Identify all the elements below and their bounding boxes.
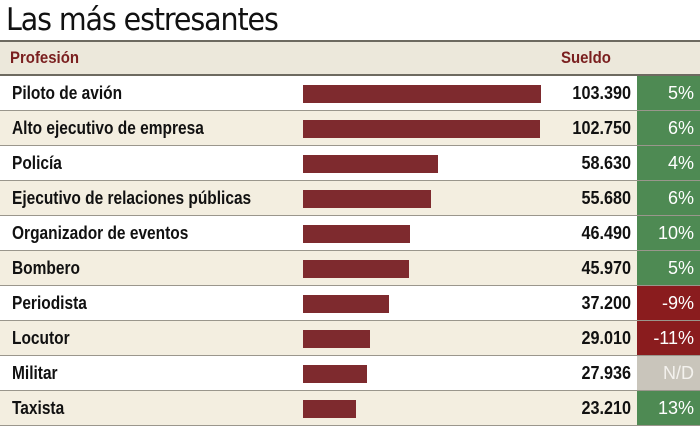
- table-row: Piloto de avión 103.390 5%: [0, 76, 700, 111]
- salary-value: 29.010: [581, 328, 631, 348]
- change-badge: N/D: [637, 356, 700, 390]
- profession-label: Bombero: [12, 258, 80, 278]
- salary-bar: [303, 190, 431, 208]
- change-badge: 13%: [637, 391, 700, 425]
- table-row: Ejecutivo de relaciones públicas 55.680 6%: [0, 181, 700, 216]
- profession-label: Piloto de avión: [12, 83, 123, 103]
- table-row: Policía 58.630 4%: [0, 146, 700, 181]
- salary-column-header: Sueldo: [561, 48, 611, 67]
- table-row: Taxista 23.210 13%: [0, 391, 700, 426]
- salary-bar: [303, 155, 438, 173]
- salary-value: 102.750: [572, 118, 631, 138]
- chart-title: Las más estresantes: [6, 2, 279, 38]
- table-row: Periodista 37.200 -9%: [0, 286, 700, 321]
- profession-label: Alto ejecutivo de empresa: [12, 118, 204, 138]
- salary-value: 45.970: [581, 258, 631, 278]
- salary-bar: [303, 365, 367, 383]
- change-badge: -9%: [637, 286, 700, 320]
- table-header: Profesión Sueldo: [0, 40, 700, 76]
- chart-rows: Piloto de avión 103.390 5% Alto ejecutivo d…: [0, 76, 700, 426]
- change-badge: 10%: [637, 216, 700, 250]
- table-row: Alto ejecutivo de empresa 102.750 6%: [0, 111, 700, 146]
- profession-label: Policía: [12, 153, 62, 173]
- salary-value: 103.390: [572, 83, 631, 103]
- salary-value: 46.490: [581, 223, 631, 243]
- salary-value: 55.680: [581, 188, 631, 208]
- salary-value: 27.936: [581, 363, 631, 383]
- profession-label: Organizador de eventos: [12, 223, 189, 243]
- profession-label: Periodista: [12, 293, 87, 313]
- salary-bar: [303, 225, 410, 243]
- salary-bar: [303, 400, 356, 418]
- change-badge: 5%: [637, 76, 700, 110]
- profession-label: Militar: [12, 363, 58, 383]
- change-badge: 6%: [637, 111, 700, 145]
- profession-column-header: Profesión: [10, 48, 79, 67]
- salary-bar: [303, 260, 409, 278]
- change-badge: 5%: [637, 251, 700, 285]
- salary-value: 58.630: [581, 153, 631, 173]
- table-row: Militar 27.936 N/D: [0, 356, 700, 391]
- table-row: Bombero 45.970 5%: [0, 251, 700, 286]
- profession-label: Ejecutivo de relaciones públicas: [12, 188, 252, 208]
- salary-value: 23.210: [581, 398, 631, 418]
- change-badge: 6%: [637, 181, 700, 215]
- salary-bar: [303, 295, 389, 313]
- salary-bar: [303, 120, 540, 138]
- table-row: Locutor 29.010 -11%: [0, 321, 700, 356]
- salary-bar: [303, 330, 370, 348]
- salary-bar: [303, 85, 541, 103]
- profession-label: Locutor: [12, 328, 70, 348]
- change-badge: 4%: [637, 146, 700, 180]
- salary-value: 37.200: [581, 293, 631, 313]
- table-row: Organizador de eventos 46.490 10%: [0, 216, 700, 251]
- change-badge: -11%: [637, 321, 700, 355]
- profession-label: Taxista: [12, 398, 65, 418]
